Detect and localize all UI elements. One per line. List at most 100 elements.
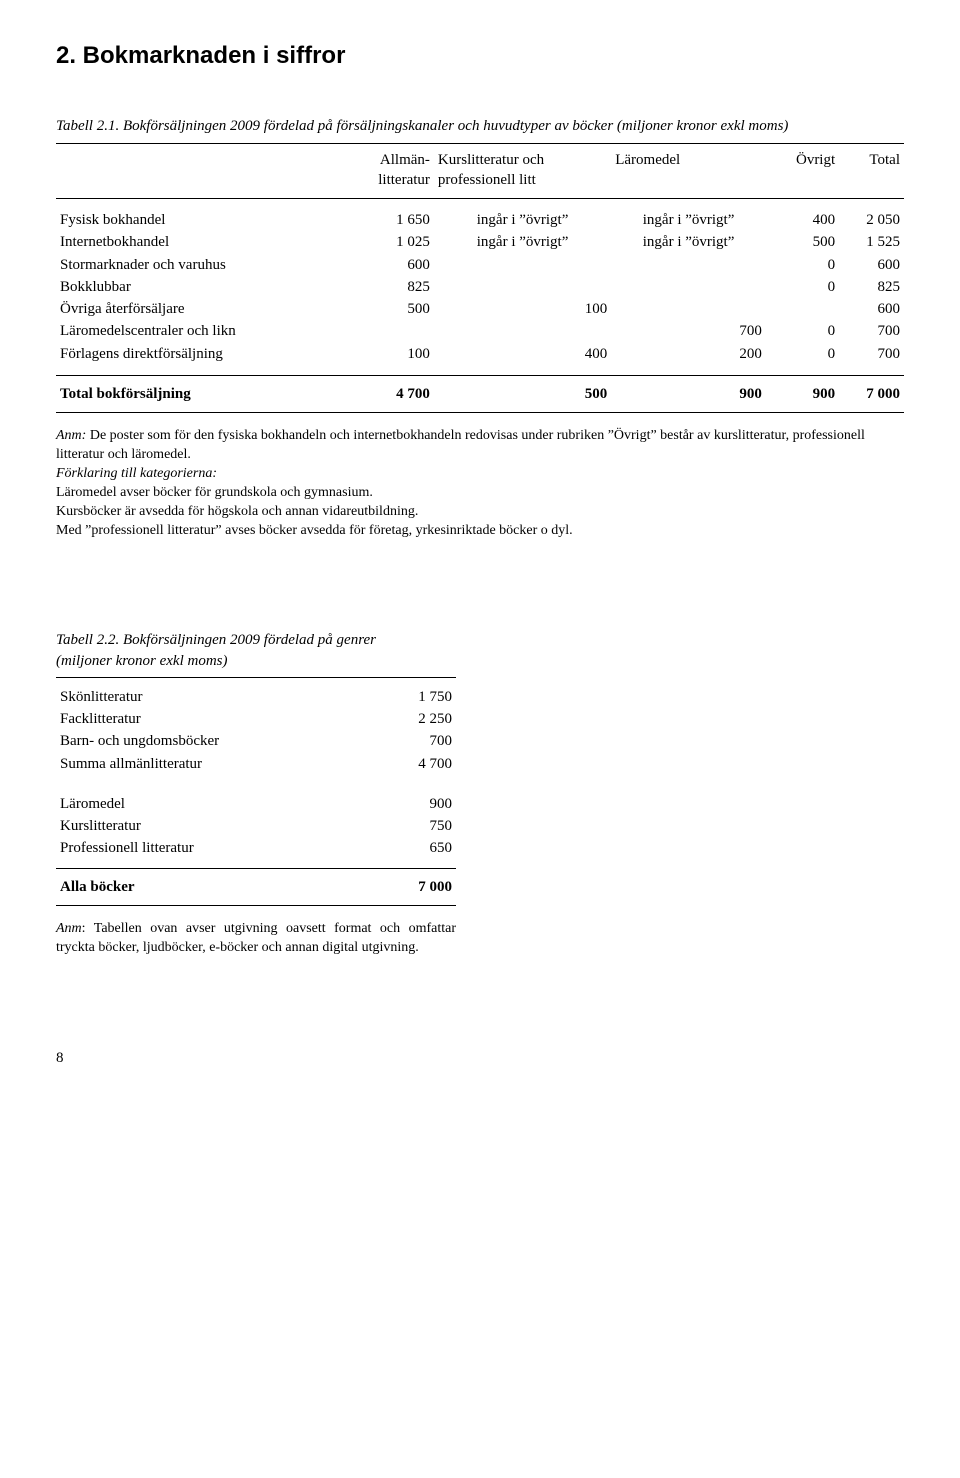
total-label: Total bokförsäljning: [56, 375, 341, 412]
row-c5: 600: [839, 298, 904, 320]
row-label: Bokklubbar: [56, 276, 341, 298]
row-c5: 2 050: [839, 209, 904, 231]
table1-total-row: Total bokförsäljning4 7005009009007 000: [56, 375, 904, 412]
row-label: Skönlitteratur: [56, 686, 376, 708]
row-label: Facklitteratur: [56, 708, 376, 730]
row-c4: 0: [766, 254, 839, 276]
table2-total-row: Alla böcker7 000: [56, 868, 456, 905]
table-row: Skönlitteratur1 750: [56, 686, 456, 708]
row-c1: 100: [341, 343, 434, 365]
table-row: Läromedelscentraler och likn 7000700: [56, 320, 904, 342]
row-c1: 1 025: [341, 231, 434, 253]
footnote-line: Kursböcker är avsedda för högskola och a…: [56, 503, 904, 522]
table-row: Professionell litteratur650: [56, 837, 456, 859]
row-val: 2 250: [376, 708, 456, 730]
t1-col5: Total: [839, 143, 904, 199]
row-val: 1 750: [376, 686, 456, 708]
row-label: Summa allmänlitteratur: [56, 753, 376, 775]
row-c2: ingår i ”övrigt”: [434, 231, 611, 253]
row-c5: 1 525: [839, 231, 904, 253]
total-val: 7 000: [376, 868, 456, 905]
row-c5: 700: [839, 320, 904, 342]
row-c1: 1 650: [341, 209, 434, 231]
row-c2: ingår i ”övrigt”: [434, 209, 611, 231]
table-row: Fysisk bokhandel1 650ingår i ”övrigt”ing…: [56, 209, 904, 231]
table-row: Stormarknader och varuhus6000600: [56, 254, 904, 276]
row-c2: 400: [434, 343, 611, 365]
row-c1: [341, 320, 434, 342]
row-c1: 600: [341, 254, 434, 276]
table2-caption: Tabell 2.2. Bokförsäljningen 2009 fördel…: [56, 630, 904, 671]
row-c3: 700: [611, 320, 766, 342]
t1-col4: Övrigt: [766, 143, 839, 199]
footnote-line: Förklaring till kategorierna:: [56, 465, 904, 484]
row-label: Barn- och ungdomsböcker: [56, 730, 376, 752]
row-c3: ingår i ”övrigt”: [611, 231, 766, 253]
table-row: Summa allmänlitteratur4 700: [56, 753, 456, 775]
row-val: 650: [376, 837, 456, 859]
table2-caption-l1: Tabell 2.2. Bokförsäljningen 2009 fördel…: [56, 632, 376, 648]
table2: Skönlitteratur1 750Facklitteratur2 250Ba…: [56, 677, 456, 906]
row-label: Fysisk bokhandel: [56, 209, 341, 231]
row-c4: 0: [766, 320, 839, 342]
row-c5: 700: [839, 343, 904, 365]
row-val: 4 700: [376, 753, 456, 775]
t1-col2: Kurslitteratur och professionell litt: [434, 143, 611, 199]
total-label: Alla böcker: [56, 868, 376, 905]
table-row: Facklitteratur2 250: [56, 708, 456, 730]
footnote-line: Läromedel avser böcker för grundskola oc…: [56, 484, 904, 503]
total-c5: 7 000: [839, 375, 904, 412]
t1-col3: Läromedel: [611, 143, 766, 199]
row-c2: [434, 254, 611, 276]
t1-col1-b: litteratur: [378, 172, 430, 188]
total-c1: 4 700: [341, 375, 434, 412]
row-label: Internetbokhandel: [56, 231, 341, 253]
total-c3: 900: [611, 375, 766, 412]
row-label: Läromedelscentraler och likn: [56, 320, 341, 342]
t1-col2-a: Kurslitteratur och: [438, 152, 544, 168]
row-c4: 400: [766, 209, 839, 231]
row-c4: 0: [766, 276, 839, 298]
table2-caption-l2: (miljoner kronor exkl moms): [56, 653, 228, 669]
table-row: Övriga återförsäljare500100600: [56, 298, 904, 320]
t1-col2-b: professionell litt: [438, 172, 536, 188]
row-label: Kurslitteratur: [56, 815, 376, 837]
row-c1: 825: [341, 276, 434, 298]
row-c4: [766, 298, 839, 320]
page-number: 8: [56, 1048, 904, 1068]
row-label: Övriga återförsäljare: [56, 298, 341, 320]
row-val: 900: [376, 793, 456, 815]
row-c3: [611, 276, 766, 298]
table1-footnote: Anm: De poster som för den fysiska bokha…: [56, 427, 904, 540]
table-row: Internetbokhandel1 025ingår i ”övrigt”in…: [56, 231, 904, 253]
row-label: Stormarknader och varuhus: [56, 254, 341, 276]
table1-caption: Tabell 2.1. Bokförsäljningen 2009 fördel…: [56, 116, 904, 136]
total-c4: 900: [766, 375, 839, 412]
row-c5: 825: [839, 276, 904, 298]
row-c1: 500: [341, 298, 434, 320]
t1-col1-a: Allmän-: [380, 152, 430, 168]
row-c3: ingår i ”övrigt”: [611, 209, 766, 231]
total-c2: 500: [434, 375, 611, 412]
row-label: Läromedel: [56, 793, 376, 815]
footnote-line: Med ”professionell litteratur” avses böc…: [56, 522, 904, 541]
row-c2: [434, 276, 611, 298]
row-c5: 600: [839, 254, 904, 276]
row-c4: 0: [766, 343, 839, 365]
table-row: Barn- och ungdomsböcker700: [56, 730, 456, 752]
row-c4: 500: [766, 231, 839, 253]
row-c3: [611, 254, 766, 276]
table-row: Läromedel900: [56, 793, 456, 815]
t1-col1: Allmän- litteratur: [341, 143, 434, 199]
table1: Allmän- litteratur Kurslitteratur och pr…: [56, 143, 904, 414]
footnote-line: Anm: De poster som för den fysiska bokha…: [56, 427, 904, 465]
row-c2: [434, 320, 611, 342]
row-label: Professionell litteratur: [56, 837, 376, 859]
row-val: 750: [376, 815, 456, 837]
row-c3: 200: [611, 343, 766, 365]
page-title: 2. Bokmarknaden i siffror: [56, 40, 904, 72]
row-label: Förlagens direktförsäljning: [56, 343, 341, 365]
table-row: Förlagens direktförsäljning1004002000700: [56, 343, 904, 365]
row-c3: [611, 298, 766, 320]
t1-col-label: [56, 143, 341, 199]
